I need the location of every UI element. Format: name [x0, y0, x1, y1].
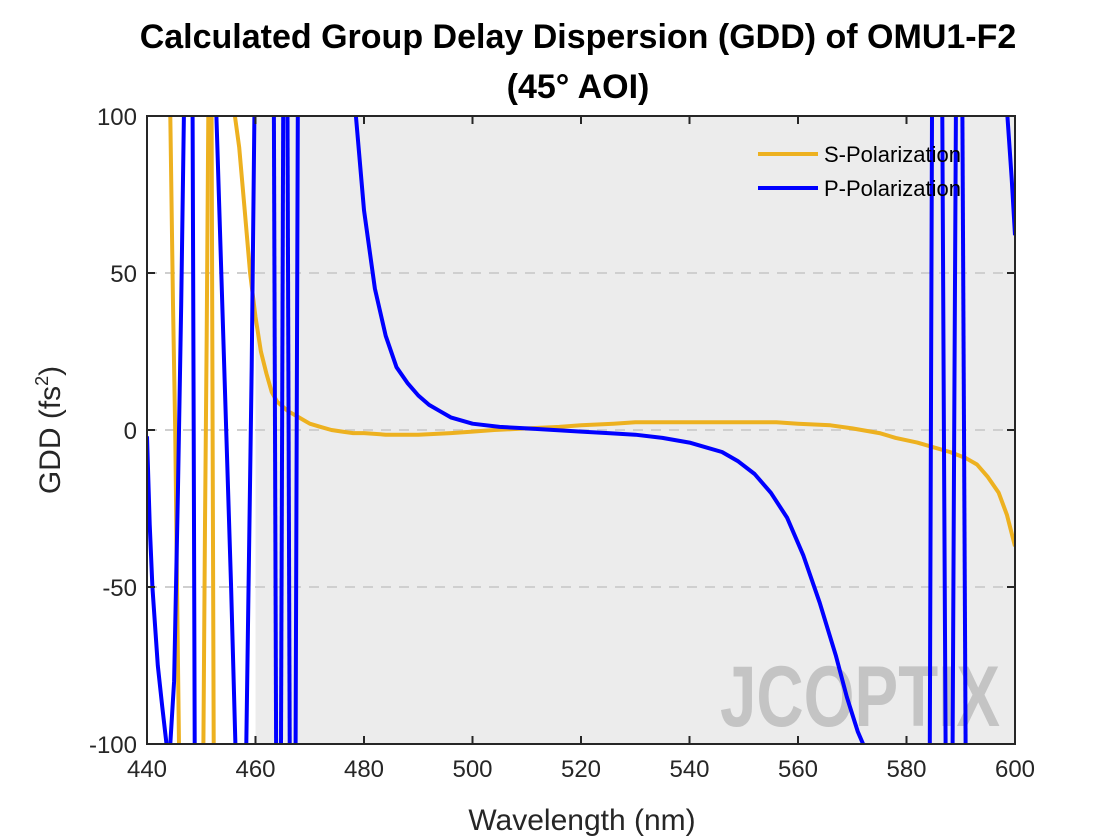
x-tick-label: 440	[127, 756, 167, 783]
series-line-segment	[244, 116, 257, 744]
series-line-segment	[214, 116, 238, 744]
y-axis-label-close: )	[34, 366, 67, 376]
series-line-segment	[209, 116, 216, 744]
watermark-logo: JCOPTIX	[720, 649, 1000, 745]
x-tick-label: 460	[235, 756, 275, 783]
series-p-polarization	[147, 116, 1015, 744]
y-tick-label: 100	[97, 104, 137, 131]
x-axis-label: Wavelength (nm)	[468, 804, 695, 837]
series-line-segment	[285, 116, 292, 744]
series-line-segment	[927, 116, 934, 744]
series-line-segment	[1005, 116, 1015, 236]
legend-label: S-Polarization	[824, 142, 961, 167]
series-line-segment	[168, 116, 181, 744]
legend: S-Polarization P-Polarization	[758, 142, 961, 201]
series-line-segment	[147, 436, 169, 744]
y-tick-label: 0	[124, 418, 137, 445]
x-tick-label: 500	[452, 756, 492, 783]
y-tick-label: 50	[110, 261, 137, 288]
x-tick-label: 480	[344, 756, 384, 783]
series-line-segment	[190, 116, 197, 744]
y-tick-label: -100	[89, 732, 137, 759]
y-axis-label: GDD (fs2)	[32, 366, 67, 494]
axis-ticks: 440 460 480 500 520 540 560 580 600 -100 -50 0 50 100	[89, 104, 1035, 783]
series-line-segment	[168, 116, 186, 744]
x-tick-label: 600	[995, 756, 1035, 783]
series-line-segment	[950, 116, 958, 744]
y-axis-label-superscript: 2	[32, 376, 52, 386]
series-line-segment	[940, 116, 948, 744]
series-line-segment	[279, 116, 286, 744]
chart-title-line-1: Calculated Group Delay Dispersion (GDD) …	[140, 18, 1017, 56]
chart-title-line-2: (45° AOI)	[507, 68, 650, 106]
series-line-segment	[960, 116, 968, 744]
series-line-segment	[293, 116, 300, 744]
series-layer	[147, 116, 1015, 744]
x-tick-label: 520	[561, 756, 601, 783]
series-line-segment	[271, 116, 279, 744]
x-tick-label: 560	[778, 756, 818, 783]
series-line-segment	[201, 116, 211, 744]
y-axis-label-main: GDD (fs	[34, 386, 67, 494]
x-tick-label: 580	[886, 756, 926, 783]
series-line-segment	[353, 116, 865, 744]
y-tick-label: -50	[102, 575, 137, 602]
legend-label: P-Polarization	[824, 176, 961, 201]
x-tick-label: 540	[669, 756, 709, 783]
